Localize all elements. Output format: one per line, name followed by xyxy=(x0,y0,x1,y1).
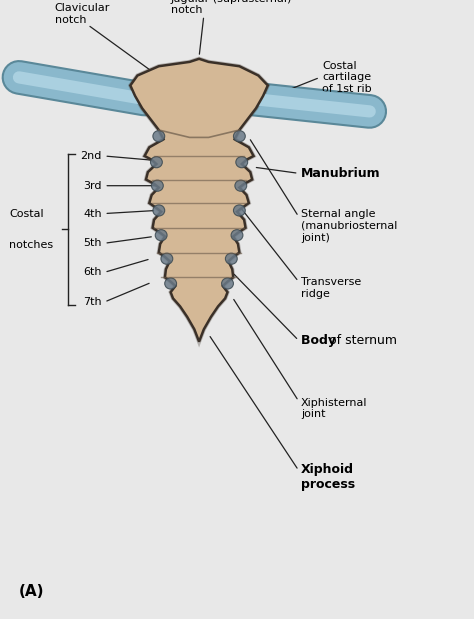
Ellipse shape xyxy=(221,278,233,289)
Ellipse shape xyxy=(150,157,162,168)
Ellipse shape xyxy=(164,278,176,289)
Text: 3rd: 3rd xyxy=(83,181,102,191)
Ellipse shape xyxy=(153,205,165,216)
Ellipse shape xyxy=(233,205,246,216)
Ellipse shape xyxy=(233,131,246,142)
Text: Body: Body xyxy=(301,334,340,347)
Text: Clavicular
notch: Clavicular notch xyxy=(55,3,110,25)
Ellipse shape xyxy=(153,131,165,142)
Text: 4th: 4th xyxy=(83,209,102,219)
Ellipse shape xyxy=(161,253,173,264)
Ellipse shape xyxy=(236,157,247,168)
Ellipse shape xyxy=(231,230,243,241)
Text: (A): (A) xyxy=(19,584,45,599)
Text: 2nd: 2nd xyxy=(81,151,102,161)
Text: 5th: 5th xyxy=(83,238,102,248)
Text: Costal: Costal xyxy=(9,209,44,219)
Polygon shape xyxy=(130,59,268,342)
Text: Costal
cartilage
of 1st rib: Costal cartilage of 1st rib xyxy=(322,61,372,94)
Text: 7th: 7th xyxy=(83,297,102,307)
Ellipse shape xyxy=(225,253,237,264)
Text: notches: notches xyxy=(9,240,54,249)
Text: 6th: 6th xyxy=(83,267,102,277)
Ellipse shape xyxy=(155,230,167,241)
Text: Jugular (suprasternal)
notch: Jugular (suprasternal) notch xyxy=(171,0,292,15)
Ellipse shape xyxy=(235,180,246,191)
Ellipse shape xyxy=(151,180,163,191)
Text: of sternum: of sternum xyxy=(329,334,397,347)
Text: Sternal angle
(manubriosternal
joint): Sternal angle (manubriosternal joint) xyxy=(301,209,397,243)
Text: Transverse
ridge: Transverse ridge xyxy=(301,277,361,298)
Text: Xiphoid
process: Xiphoid process xyxy=(301,462,355,491)
Text: Xiphisternal
joint: Xiphisternal joint xyxy=(301,398,367,419)
Text: Manubrium: Manubrium xyxy=(301,167,381,180)
